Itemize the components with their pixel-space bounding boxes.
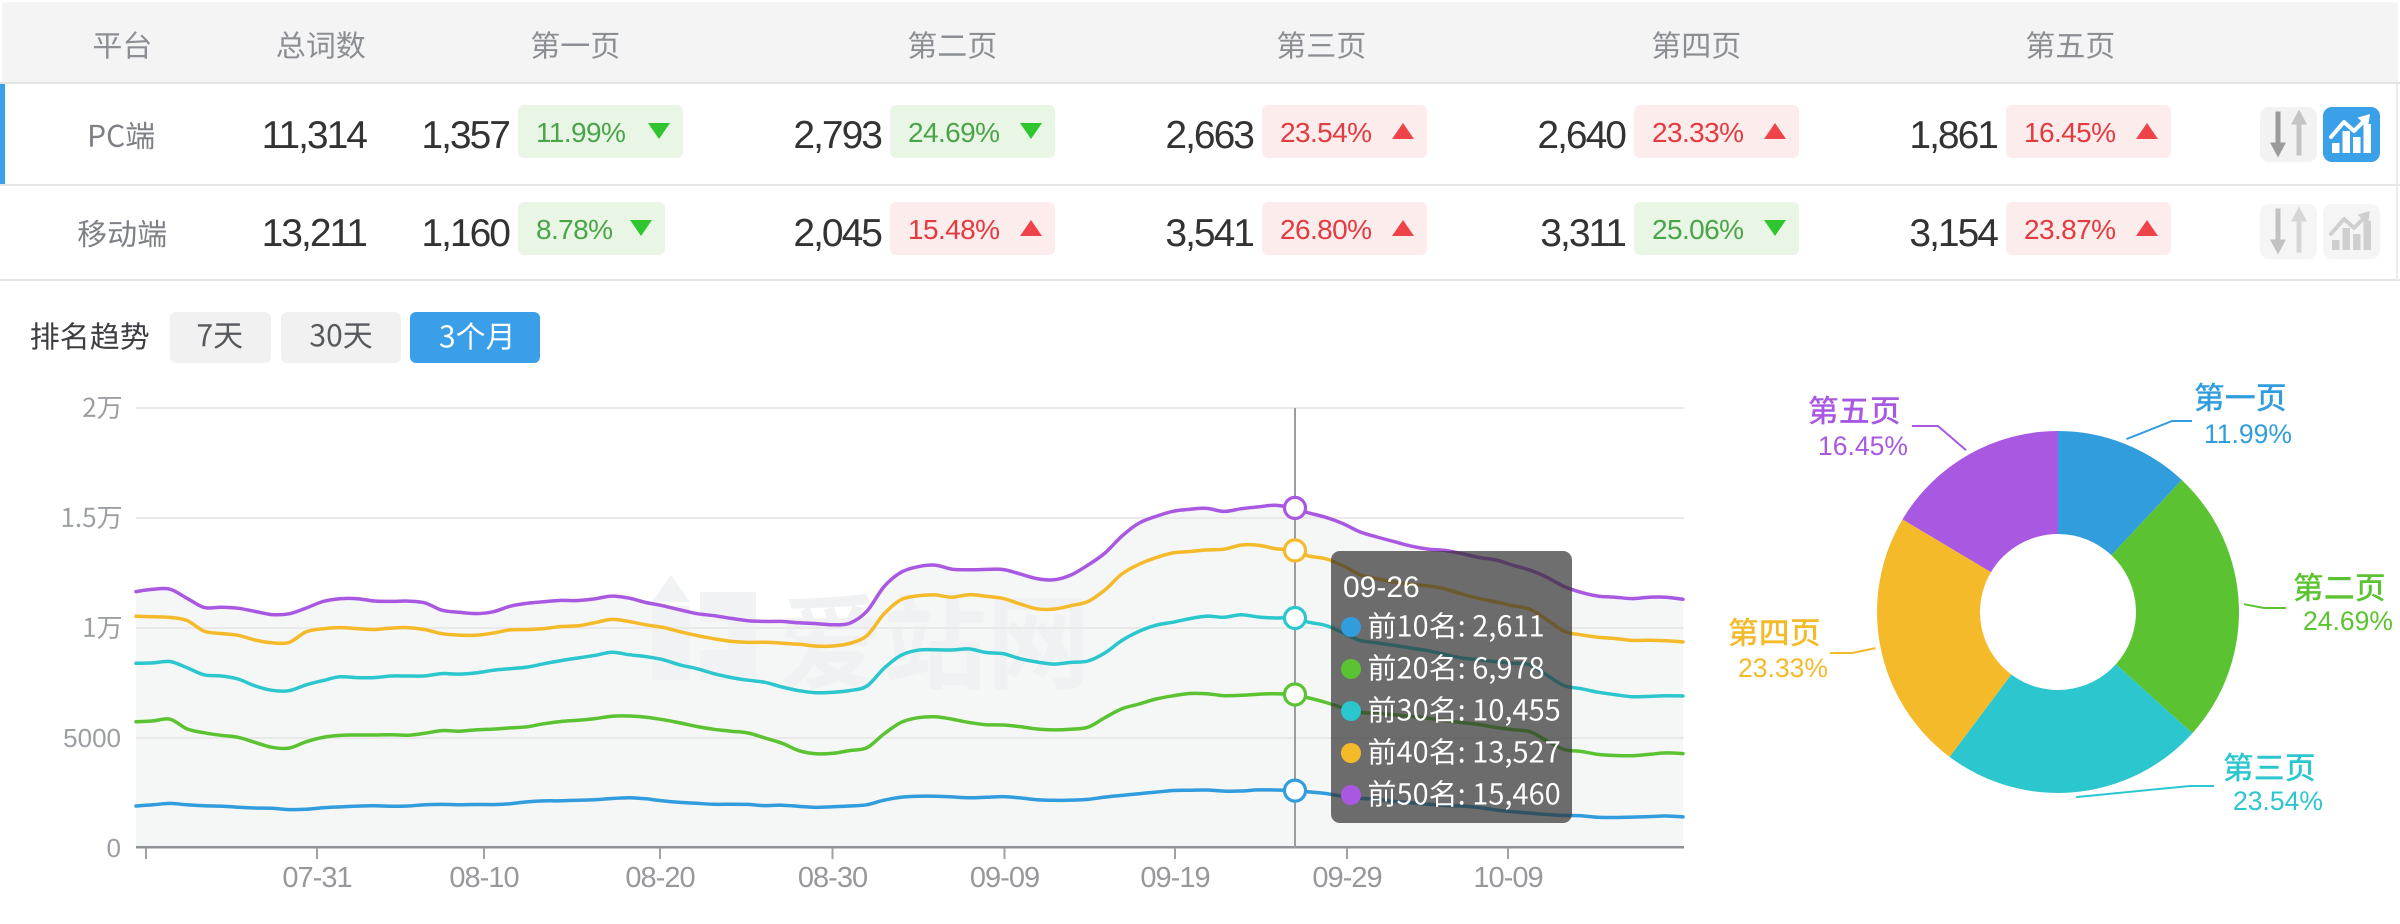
svg-text:16.45%: 16.45% — [1818, 431, 1908, 461]
svg-text:08-20: 08-20 — [625, 862, 694, 894]
svg-text:23.87%: 23.87% — [2024, 214, 2115, 245]
svg-text:08-30: 08-30 — [798, 862, 867, 894]
svg-text:3,541: 3,541 — [1165, 212, 1253, 255]
svg-text:16.45%: 16.45% — [2024, 117, 2115, 148]
svg-text:1,160: 1,160 — [421, 212, 510, 255]
svg-text:5000: 5000 — [63, 723, 121, 753]
svg-text:23.54%: 23.54% — [2233, 786, 2323, 816]
svg-text:23.33%: 23.33% — [1652, 117, 1743, 148]
svg-text:15.48%: 15.48% — [908, 214, 999, 245]
svg-text:09-19: 09-19 — [1140, 862, 1209, 894]
svg-text:2,640: 2,640 — [1537, 114, 1626, 157]
svg-text:25.06%: 25.06% — [1652, 214, 1743, 245]
svg-text:07-31: 07-31 — [282, 862, 351, 894]
svg-text:2,045: 2,045 — [793, 212, 882, 255]
svg-text:11,314: 11,314 — [262, 114, 368, 157]
svg-text:26.80%: 26.80% — [1280, 214, 1371, 245]
svg-text:1,861: 1,861 — [1909, 114, 1997, 157]
svg-text:24.69%: 24.69% — [908, 117, 999, 148]
svg-text:09-26: 09-26 — [1343, 571, 1420, 604]
svg-text:11.99%: 11.99% — [2204, 419, 2292, 449]
svg-text:23.54%: 23.54% — [1280, 117, 1371, 148]
svg-text:3,154: 3,154 — [1909, 212, 1998, 255]
svg-text:0: 0 — [107, 833, 121, 863]
svg-text:13,211: 13,211 — [262, 212, 367, 255]
svg-text:09-09: 09-09 — [970, 862, 1039, 894]
svg-text:2,663: 2,663 — [1165, 114, 1253, 157]
svg-text:11.99%: 11.99% — [536, 117, 625, 148]
svg-text:08-10: 08-10 — [449, 862, 518, 894]
svg-text:10-09: 10-09 — [1473, 862, 1542, 894]
svg-text:8.78%: 8.78% — [536, 214, 612, 245]
svg-text:1,357: 1,357 — [421, 114, 509, 157]
svg-text:23.33%: 23.33% — [1738, 653, 1828, 683]
svg-text:3,311: 3,311 — [1540, 212, 1625, 255]
svg-text:2,793: 2,793 — [793, 114, 881, 157]
svg-text:24.69%: 24.69% — [2303, 606, 2393, 636]
svg-text:09-29: 09-29 — [1312, 862, 1381, 894]
